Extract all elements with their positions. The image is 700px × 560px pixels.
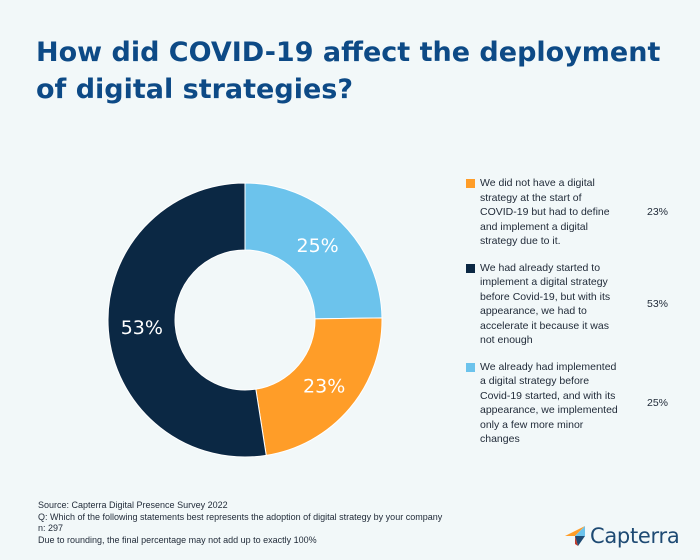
donut-slice (244, 182, 383, 320)
legend-item: We already had implemented a digital str… (466, 360, 676, 447)
footnotes: Source: Capterra Digital Presence Survey… (38, 500, 498, 546)
donut-chart: 25% 23% 53% (107, 182, 383, 458)
legend-value: 53% (646, 298, 668, 310)
question-note: Q: Which of the following statements bes… (38, 511, 443, 522)
legend-label: We had already started to implement a di… (480, 261, 611, 347)
legend-swatch (466, 179, 475, 188)
capterra-logo: Capterra (564, 524, 680, 548)
legend-item: We did not have a digital strategy at th… (466, 176, 676, 249)
legend: We did not have a digital strategy at th… (466, 176, 676, 459)
slice-value-label: 25% (296, 235, 338, 257)
legend-swatch (466, 362, 475, 372)
slice-value-label: 53% (121, 317, 163, 339)
source-note: Source: Capterra Digital Presence Survey… (38, 500, 228, 510)
legend-label: We already had implemented a digital str… (480, 360, 618, 446)
legend-value: 25% (646, 397, 668, 409)
slice-value-label: 23% (303, 376, 345, 398)
legend-item: We had already started to implement a di… (466, 261, 676, 348)
legend-label: We did not have a digital strategy at th… (480, 177, 610, 247)
legend-value: 23% (646, 206, 668, 219)
sample-size-note: n: 297 (38, 523, 64, 533)
brand-name: Capterra (590, 524, 680, 548)
rounding-note: Due to rounding, the final percentage ma… (38, 534, 317, 545)
donut-slice (107, 182, 267, 458)
chart-title: How did COVID-19 affect the deployment o… (36, 37, 661, 105)
capterra-arrow-icon (565, 526, 585, 546)
legend-swatch (466, 263, 475, 273)
donut-slice (255, 317, 383, 456)
